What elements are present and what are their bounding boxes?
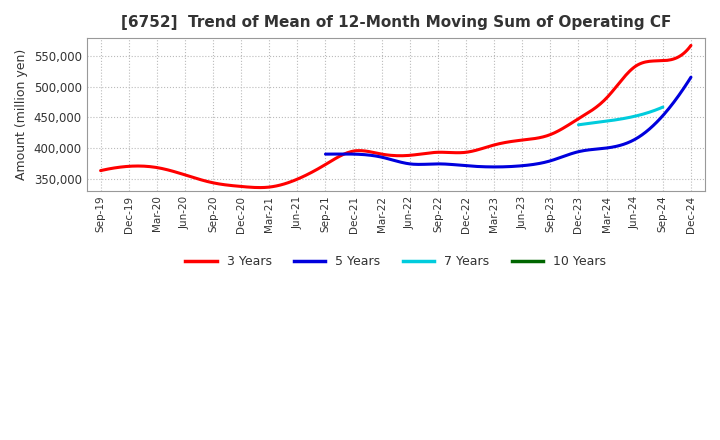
5 Years [540,160,549,165]
Line: 7 Years: 7 Years [578,107,663,125]
3 Years [596,102,605,107]
7 Years [651,108,660,113]
7 Years [575,122,583,128]
5 Years [539,160,547,165]
Legend: 3 Years, 5 Years, 7 Years, 10 Years: 3 Years, 5 Years, 7 Years, 10 Years [181,250,611,273]
5 Years [687,74,696,80]
3 Years [448,150,456,155]
7 Years [624,115,633,120]
3 Years [98,168,107,173]
7 Years [624,115,633,120]
Line: 5 Years: 5 Years [325,77,691,167]
Title: [6752]  Trend of Mean of 12-Month Moving Sum of Operating CF: [6752] Trend of Mean of 12-Month Moving … [120,15,671,30]
3 Years [96,168,105,173]
5 Years [323,151,331,157]
3 Years [450,150,459,155]
5 Years [546,158,554,164]
7 Years [659,104,667,110]
Y-axis label: Amount (million yen): Amount (million yen) [15,49,28,180]
Line: 3 Years: 3 Years [101,45,691,187]
5 Years [491,164,500,169]
3 Years [687,43,696,48]
3 Years [459,150,468,155]
7 Years [574,122,582,128]
5 Years [631,137,639,142]
7 Years [626,115,634,120]
3 Years [634,62,642,68]
5 Years [321,151,330,157]
3 Years [256,185,265,190]
5 Years [654,118,662,124]
7 Years [645,110,654,115]
